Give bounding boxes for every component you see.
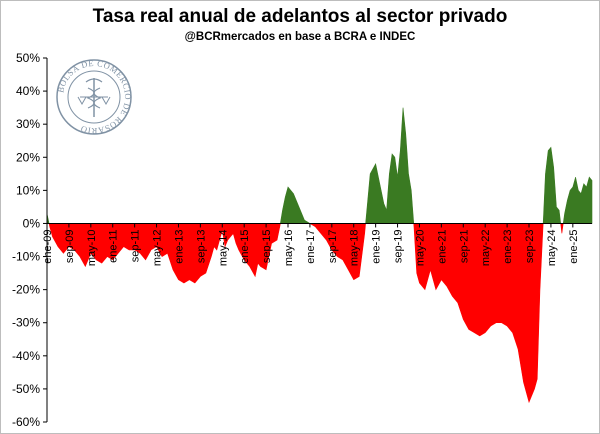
x-tick-label: ene-25: [568, 229, 580, 263]
x-tick-label: sep-11: [130, 229, 142, 262]
positive-area-segment: [279, 186, 311, 224]
x-tick-label: sep-17: [327, 229, 339, 263]
chart-title: Tasa real anual de adelantos al sector p…: [92, 6, 508, 27]
y-tick-label: -10%: [12, 250, 40, 264]
x-tick-label: sep-15: [261, 229, 273, 263]
x-tick-label: ene-15: [239, 229, 251, 263]
x-tick-label: may-14: [217, 229, 229, 266]
x-tick-label: sep-23: [524, 229, 536, 263]
x-tick-label: may-20: [414, 229, 426, 266]
y-tick-label: 20%: [16, 150, 40, 164]
negative-area-segment: [308, 223, 366, 281]
y-tick-label: -50%: [12, 382, 40, 396]
x-tick-label: ene-13: [173, 229, 185, 263]
y-tick-label: 10%: [16, 183, 40, 197]
x-tick-label: ene-09: [42, 229, 54, 263]
y-tick-label: 0%: [23, 216, 41, 230]
x-tick-label: ene-11: [108, 229, 120, 262]
chart-subtitle: @BCRmercados en base a BCRA e INDEC: [184, 31, 416, 43]
x-tick-label: sep-09: [64, 229, 76, 263]
x-tick-label: may-12: [152, 229, 164, 266]
x-tick-label: may-22: [480, 229, 492, 266]
y-tick-label: 40%: [16, 84, 40, 98]
x-tick-label: ene-19: [371, 229, 383, 263]
x-tick-label: ene-21: [436, 229, 448, 263]
x-tick-label: may-24: [546, 229, 558, 266]
x-tick-label: sep-21: [458, 229, 470, 263]
y-tick-label: -60%: [12, 415, 40, 429]
x-tick-label: ene-17: [305, 229, 317, 263]
negative-area-segment: [560, 223, 564, 234]
y-tick-label: -20%: [12, 283, 40, 297]
x-tick-label: may-18: [349, 229, 361, 266]
y-tick-label: -40%: [12, 349, 40, 363]
x-tick-label: sep-13: [195, 229, 207, 263]
bcr-seal-logo: BOLSA DE COMERCIO DE ROSARIO: [55, 58, 132, 136]
negative-area-segment: [48, 223, 281, 284]
positive-area-segment: [562, 176, 593, 224]
x-tick-label: may-10: [86, 229, 98, 266]
y-tick-label: 50%: [16, 51, 40, 65]
y-tick-label: 30%: [16, 117, 40, 131]
positive-area-segment: [365, 107, 415, 224]
x-tick-label: ene-23: [502, 229, 514, 263]
x-tick-label: may-16: [283, 229, 295, 266]
negative-area-segment: [413, 223, 544, 404]
x-tick-label: sep-19: [393, 229, 405, 263]
y-tick-label: -30%: [12, 316, 40, 330]
positive-area-segment: [542, 146, 562, 224]
